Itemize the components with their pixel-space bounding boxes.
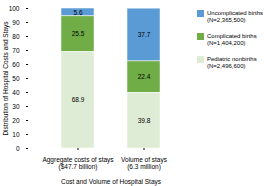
svg-text:50: 50 xyxy=(12,75,20,82)
svg-text:22.4: 22.4 xyxy=(138,73,151,80)
svg-text:5.6: 5.6 xyxy=(73,9,82,16)
svg-text:30: 30 xyxy=(12,103,20,110)
svg-text:100: 100 xyxy=(9,5,20,12)
svg-text:37.7: 37.7 xyxy=(138,31,151,38)
svg-text:80: 80 xyxy=(12,33,20,40)
svg-text:Aggregate costs of stays($47.7: Aggregate costs of stays($47.7 billion) xyxy=(42,156,114,171)
html-text:Pediatric nonbirths (N=2,496,6: Pediatric nonbirths (N=2,496,600) xyxy=(207,56,257,69)
svg-text:Volume of stays(6.3 million): Volume of stays(6.3 million) xyxy=(121,156,168,171)
svg-text:68.9: 68.9 xyxy=(72,96,85,103)
svg-text:Cost and Volume of Hospital St: Cost and Volume of Hospital Stays xyxy=(61,178,162,186)
svg-text:0: 0 xyxy=(16,145,20,152)
svg-text:90: 90 xyxy=(12,19,20,26)
svg-text:Distribution of Hospital Costs: Distribution of Hospital Costs and Stays xyxy=(2,21,10,136)
svg-text:20: 20 xyxy=(12,117,20,124)
html-text:Complicated births (N=1,404,20: Complicated births (N=1,404,200) xyxy=(207,33,257,46)
svg-text:25.5: 25.5 xyxy=(72,30,85,37)
svg-text:60: 60 xyxy=(12,61,20,68)
svg-text:40: 40 xyxy=(12,89,20,96)
svg-text:70: 70 xyxy=(12,47,20,54)
svg-text:39.8: 39.8 xyxy=(138,117,151,124)
html-text:Uncomplicated births (N=2,365,: Uncomplicated births (N=2,365,500) xyxy=(207,10,263,23)
svg-text:10: 10 xyxy=(12,131,20,138)
